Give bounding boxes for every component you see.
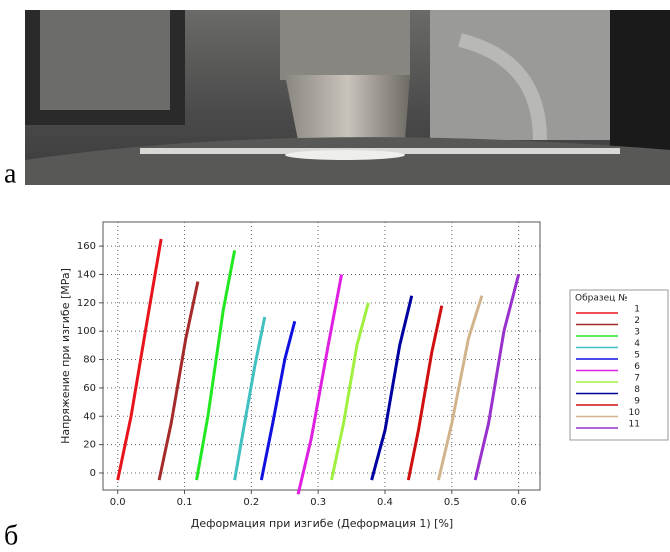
- legend-label: 3: [634, 328, 640, 338]
- series-line: [195, 250, 237, 481]
- series-line: [296, 274, 344, 495]
- x-tick-label: 0.6: [511, 497, 527, 508]
- series-line: [330, 302, 370, 481]
- x-tick-label: 0.5: [444, 497, 460, 508]
- y-tick-label: 40: [83, 411, 96, 422]
- legend-title: Образец №: [575, 294, 628, 304]
- y-tick-label: 100: [77, 326, 96, 337]
- legend-label: 5: [634, 351, 640, 361]
- legend-label: 7: [634, 374, 640, 384]
- x-tick-label: 0.0: [110, 497, 126, 508]
- legend-label: 1: [634, 305, 640, 315]
- series-line: [157, 281, 200, 481]
- legend-label: 4: [634, 339, 640, 349]
- series-line: [436, 295, 484, 481]
- legend-label: 10: [629, 408, 641, 418]
- x-axis-label: Деформация при изгибе (Деформация 1) [%]: [191, 517, 453, 530]
- photo: [25, 10, 670, 185]
- x-tick-label: 0.1: [177, 497, 193, 508]
- panel-label: а: [4, 158, 17, 189]
- legend-box: [569, 289, 669, 441]
- y-tick-label: 160: [77, 241, 96, 252]
- y-tick-label: 60: [83, 383, 96, 394]
- y-tick-label: 140: [77, 269, 96, 280]
- series-line: [473, 274, 521, 481]
- legend-label: 6: [634, 362, 640, 372]
- y-tick-label: 120: [77, 298, 96, 309]
- legend-label: 2: [634, 316, 640, 326]
- series-line: [406, 305, 444, 481]
- x-tick-label: 0.3: [310, 497, 326, 508]
- series-line: [370, 295, 414, 481]
- series-line: [233, 316, 267, 481]
- series-line: [116, 238, 163, 481]
- series-line: [259, 320, 297, 481]
- plot-area: [102, 221, 541, 491]
- y-tick-label: 80: [83, 355, 96, 366]
- y-axis-label: Напряжение при изгибе [MPa]: [59, 268, 72, 444]
- legend-label: 8: [634, 385, 640, 395]
- legend-label: 11: [629, 420, 640, 430]
- x-tick-label: 0.4: [377, 497, 393, 508]
- y-tick-label: 20: [83, 440, 96, 451]
- y-tick-label: 0: [90, 468, 96, 479]
- legend-label: 9: [634, 397, 640, 407]
- panel-label: б: [4, 520, 18, 548]
- x-tick-label: 0.2: [243, 497, 259, 508]
